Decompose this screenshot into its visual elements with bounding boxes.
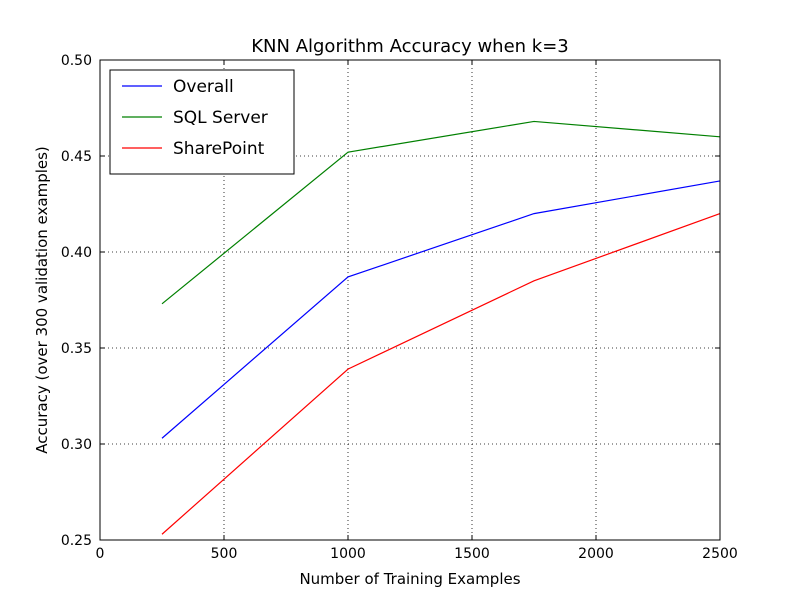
series-lines: [161, 120, 721, 535]
y-tick-label: 0.35: [61, 341, 92, 357]
x-tick-label: 2500: [702, 546, 738, 562]
series-line-sql-server: [161, 120, 721, 305]
legend-label: SQL Server: [173, 108, 268, 128]
y-tick-label: 0.30: [61, 437, 92, 453]
series-line-sharepoint: [161, 213, 721, 535]
legend: Overall SQL Server SharePoint: [109, 69, 295, 175]
y-tick-label: 0.40: [61, 245, 92, 261]
x-axis-label: Number of Training Examples: [299, 570, 520, 588]
x-tick-label: 0: [96, 546, 105, 562]
x-tick-label: 500: [211, 546, 238, 562]
y-tick-label: 0.25: [61, 533, 92, 549]
plot-frame: [99, 59, 721, 541]
y-tick-label: 0.45: [61, 149, 92, 165]
x-tick-label: 1000: [330, 546, 366, 562]
y-tick-label: 0.50: [61, 53, 92, 69]
legend-label: Overall: [173, 77, 234, 97]
legend-label: SharePoint: [173, 139, 265, 159]
axis-ticks: 0 500 1000 1500 2000 2500 0.25 0.30 0.35 0.40 0.45…: [61, 53, 738, 562]
legend-frame: [109, 69, 295, 175]
chart-title: KNN Algorithm Accuracy when k=3: [251, 36, 569, 57]
y-axis-label: Accuracy (over 300 validation examples): [33, 146, 51, 454]
x-tick-label: 2000: [578, 546, 614, 562]
series-line-overall: [161, 180, 721, 439]
x-tick-label: 1500: [454, 546, 490, 562]
